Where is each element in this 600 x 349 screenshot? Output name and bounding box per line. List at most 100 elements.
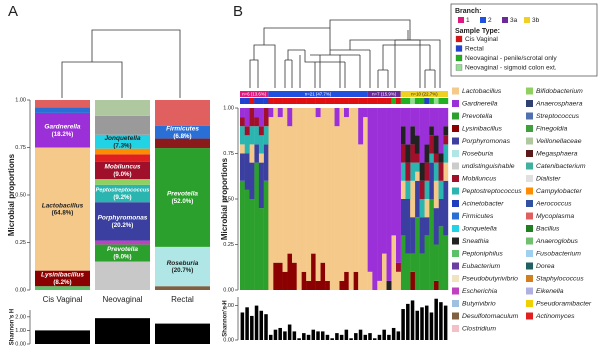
legend-label: 2 <box>488 17 492 24</box>
bar <box>245 307 249 340</box>
branch-label: n=6 (13.6%) <box>242 91 267 96</box>
bar-segment <box>410 271 416 290</box>
bar-segment <box>419 180 425 199</box>
bar-segment <box>277 262 283 290</box>
sample-type-strip <box>296 98 302 104</box>
legend-swatch <box>452 237 459 245</box>
bar-segment <box>391 108 397 236</box>
bar-segment <box>95 100 150 116</box>
bar-segment <box>292 108 297 263</box>
y-tick-label: 0.75 <box>223 151 234 157</box>
bar-segment <box>443 108 449 127</box>
bar-segment <box>438 226 444 290</box>
bar-segment <box>282 108 288 272</box>
segment-name: Mobiluncus <box>104 164 140 171</box>
sample-type-strip <box>433 98 439 104</box>
bar-segment <box>377 280 383 290</box>
bar-segment <box>438 108 444 154</box>
bar-segment <box>325 280 331 290</box>
bar <box>358 329 363 340</box>
bar-segment <box>258 162 264 209</box>
y-tick-label: 1.00 <box>223 105 234 111</box>
sample-type-strip <box>310 98 316 104</box>
bar-segment <box>410 108 416 127</box>
bar-segment <box>414 153 420 163</box>
legend-label: Jonquetella <box>461 225 497 232</box>
bar-segment <box>244 126 250 136</box>
legend-swatch <box>526 125 533 132</box>
segment-name: Porphyromonas <box>98 215 148 222</box>
sample-type-strip <box>287 98 293 104</box>
bar-segment <box>310 108 316 254</box>
bar-segment <box>263 126 269 145</box>
bar-segment <box>396 271 401 290</box>
bar-segment <box>306 280 312 290</box>
legend-swatch <box>526 100 533 107</box>
bar <box>35 330 90 344</box>
bar-segment <box>254 117 260 127</box>
legend-title: Sample Type: <box>455 28 500 35</box>
segment-label: (6.8%) <box>173 133 191 140</box>
branch-label: n=7 (15.9%) <box>372 91 397 96</box>
bar-segment <box>400 235 406 290</box>
bar-segment <box>405 108 411 145</box>
bar-segment <box>35 100 90 108</box>
segment-label: (20.7%) <box>172 267 194 274</box>
bar-segment <box>400 199 406 236</box>
bar-segment <box>433 108 439 136</box>
legend-swatch <box>526 262 533 270</box>
x-tick-label: Neovaginal <box>102 295 142 304</box>
bar-segment <box>358 144 364 290</box>
bar-segment <box>263 180 269 290</box>
bar-segment <box>419 199 425 218</box>
legend-label: Eubacterium <box>462 263 500 270</box>
bar-segment <box>155 138 210 149</box>
legend-swatch <box>452 225 459 232</box>
bar-segment <box>287 253 293 290</box>
bar-segment <box>419 253 425 290</box>
legend-swatch <box>458 17 464 23</box>
legend-swatch <box>452 325 459 332</box>
y-tick-label: 0.75 <box>15 145 26 151</box>
bar-segment <box>433 162 439 181</box>
bar <box>344 329 349 340</box>
dendrogram <box>284 39 436 88</box>
legend-label: Pseudobutyrivibrio <box>462 275 518 282</box>
bar-segment <box>433 135 439 154</box>
bar-segment <box>400 180 406 199</box>
y-tick-label: 2.00 <box>223 303 234 309</box>
segment-label: (18.2%) <box>52 131 74 138</box>
bar-segment <box>443 162 449 181</box>
sample-type-strip <box>339 98 345 104</box>
legend-swatch <box>455 45 463 52</box>
bar-segment <box>268 108 274 118</box>
legend-label: 3b <box>532 17 540 24</box>
bar-segment <box>249 144 255 163</box>
legend-label: Dialister <box>536 175 561 182</box>
sample-type-strip <box>362 98 368 104</box>
legend-swatch <box>452 137 459 145</box>
bar-segment <box>35 147 90 271</box>
sample-type-strip <box>391 98 397 104</box>
bar-segment <box>419 162 425 181</box>
bar-segment <box>95 161 150 180</box>
bar-segment <box>315 117 321 281</box>
bar-segment <box>443 235 449 290</box>
legend-label: Pseudoramibacter <box>536 300 592 307</box>
bar-segment <box>400 126 406 145</box>
bar-segment <box>372 108 378 290</box>
y-tick-label: 1.00 <box>15 97 26 103</box>
branch-label: n=21 (47.7%) <box>305 91 332 96</box>
bar-segment <box>315 108 321 118</box>
bar-segment <box>95 179 150 185</box>
legend-label: Finegoldia <box>536 125 568 132</box>
branch-strip <box>268 91 368 97</box>
bar-segment <box>277 108 283 118</box>
sample-type-strip <box>353 98 359 104</box>
sample-type-strip <box>306 98 312 104</box>
legend-label: Streptococcus <box>536 113 580 120</box>
bar-segment <box>386 280 392 290</box>
legend-title: Branch: <box>455 8 481 15</box>
legend-label: Butyrivibrio <box>462 300 496 307</box>
